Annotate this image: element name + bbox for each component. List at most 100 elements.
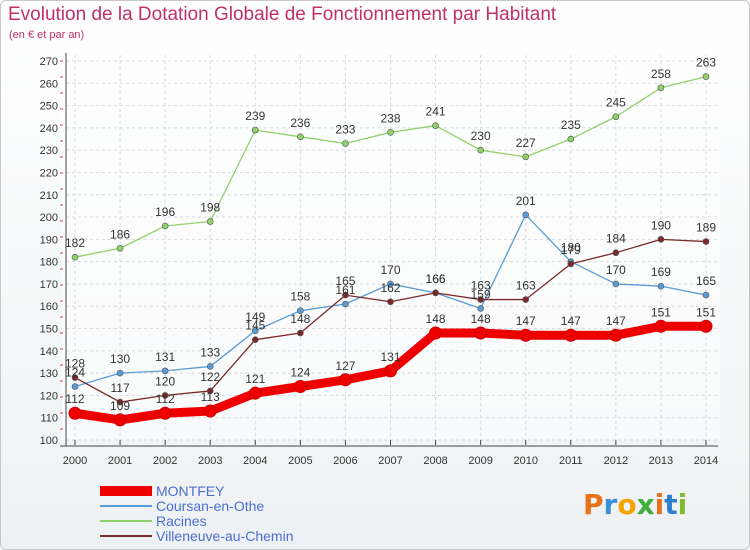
data-point: [116, 244, 124, 252]
x-tick-label: 2011: [559, 455, 583, 467]
logo-letter: x: [636, 488, 655, 521]
data-label: 161: [335, 283, 355, 297]
data-point: [161, 367, 169, 375]
data-label: 122: [200, 370, 220, 384]
data-label: 166: [426, 272, 446, 286]
data-label: 182: [65, 236, 85, 250]
data-label: 147: [516, 314, 536, 328]
data-point: [477, 296, 484, 303]
data-label: 258: [651, 67, 671, 81]
legend-label-villeneuve: Villeneuve-au-Chemin: [156, 528, 294, 544]
data-point: [654, 319, 668, 333]
data-label: 241: [426, 105, 446, 119]
data-point: [251, 327, 259, 335]
legend-label-racines: Racines: [156, 513, 207, 529]
data-label: 158: [290, 290, 310, 304]
data-label: 163: [471, 279, 491, 293]
x-tick-label: 2000: [63, 455, 87, 467]
data-point: [699, 319, 713, 333]
data-point: [71, 374, 79, 381]
data-label: 120: [155, 374, 175, 388]
x-tick-label: 2013: [649, 455, 673, 467]
data-label: 112: [65, 392, 84, 406]
y-tick-label: 260: [40, 78, 58, 90]
data-point: [251, 336, 259, 343]
x-tick-label: 2008: [423, 455, 447, 467]
data-label: 163: [516, 279, 536, 293]
data-point: [387, 129, 394, 136]
data-point: [387, 280, 394, 288]
y-tick-label: 170: [40, 279, 58, 291]
y-tick-label: 250: [40, 101, 58, 113]
data-point: [474, 326, 488, 340]
data-point: [609, 328, 623, 342]
data-label: 133: [200, 345, 220, 359]
y-tick-label: 240: [40, 123, 58, 135]
data-label: 162: [380, 281, 400, 295]
x-tick-label: 2014: [694, 455, 718, 467]
data-label: 149: [245, 310, 265, 324]
data-point: [116, 369, 124, 377]
data-point: [113, 413, 127, 427]
y-tick-label: 160: [40, 301, 58, 313]
data-label: 233: [335, 122, 355, 136]
legend-swatch-villeneuve: [100, 535, 152, 537]
data-label: 148: [426, 312, 446, 326]
data-point: [116, 398, 124, 406]
data-label: 151: [651, 305, 671, 319]
data-label: 124: [290, 365, 310, 379]
data-point: [342, 140, 349, 147]
y-tick-label: 120: [40, 390, 58, 402]
data-label: 113: [201, 390, 220, 404]
data-label: 263: [696, 56, 716, 70]
data-label: 165: [696, 274, 716, 288]
data-label: 130: [110, 352, 130, 366]
y-tick-label: 190: [40, 234, 58, 246]
x-tick-label: 2006: [333, 455, 357, 467]
data-point: [477, 146, 484, 154]
x-tick-label: 2005: [288, 455, 312, 467]
data-label: 121: [245, 372, 265, 386]
y-tick-label: 230: [40, 145, 58, 157]
x-tick-label: 2009: [468, 455, 492, 467]
data-label: 147: [561, 314, 581, 328]
logo-letter: i: [654, 488, 665, 521]
legend-label-montfey: MONTFEY: [156, 483, 225, 499]
data-label: 201: [516, 194, 536, 208]
data-point: [342, 300, 349, 308]
data-label: 179: [561, 243, 581, 257]
x-tick-label: 2004: [243, 455, 267, 467]
data-label: 170: [380, 263, 400, 277]
legend-swatch-racines: [100, 520, 152, 522]
y-tick-label: 110: [40, 413, 58, 425]
data-point: [206, 363, 214, 370]
data-point: [387, 298, 394, 306]
data-label: 159: [471, 287, 491, 301]
data-label: 124: [65, 365, 85, 379]
data-label: 170: [606, 263, 626, 277]
data-label: 128: [65, 357, 85, 371]
data-point: [71, 253, 79, 261]
y-tick-label: 210: [40, 190, 58, 202]
data-point: [702, 291, 710, 299]
data-label: 148: [290, 312, 310, 326]
y-tick-label: 100: [40, 435, 58, 447]
data-label: 166: [426, 272, 446, 286]
data-label: 109: [110, 399, 130, 413]
data-point: [657, 84, 665, 92]
data-label: 145: [245, 319, 265, 333]
data-point: [657, 236, 665, 243]
data-label: 127: [335, 359, 355, 373]
data-point: [432, 122, 439, 129]
data-label: 151: [696, 305, 716, 319]
data-label: 235: [561, 118, 581, 132]
data-label: 165: [335, 274, 355, 288]
data-point: [203, 404, 217, 418]
x-tick-label: 2012: [604, 455, 628, 467]
data-label: 147: [606, 314, 626, 328]
data-label: 169: [651, 265, 671, 279]
logo-letter: i: [677, 488, 688, 521]
data-point: [71, 383, 79, 390]
data-label: 238: [380, 111, 400, 125]
data-point: [567, 135, 575, 143]
